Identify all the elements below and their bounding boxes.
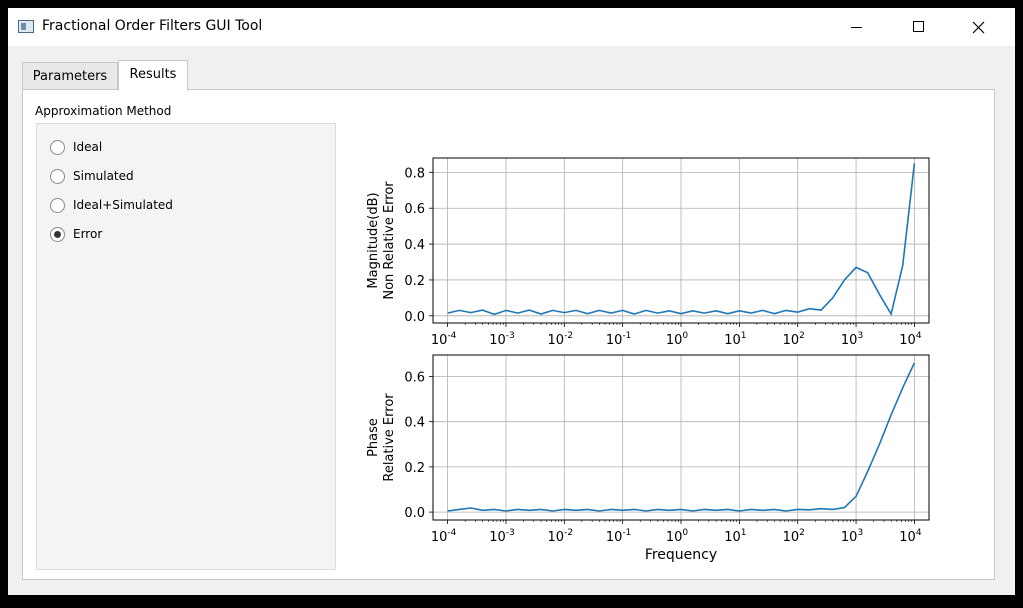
chart2-x-tick-label: 10-3 (489, 528, 515, 545)
approximation-method-title: Approximation Method (35, 104, 172, 118)
radio-label: Simulated (73, 169, 134, 183)
radio-button[interactable] (50, 198, 65, 213)
chart2-axes-frame (432, 354, 930, 521)
chart1-y-axis-label: Non Relative Error (382, 181, 397, 300)
radio-label: Ideal (73, 140, 103, 154)
chart2-y-axis-label: Relative Error (382, 393, 397, 482)
chart2-x-tick-label: 101 (724, 528, 746, 545)
approximation-method-group: Ideal Simulated Ideal+Simulated Error (36, 123, 336, 570)
chart2-y-tick-label: 0.2 (404, 461, 425, 476)
error-plots: 10-4 10-3 10-2 10-1 100 101 102 103 104 0.0 0.2 0.4… (366, 157, 930, 563)
chart1-y-tick-label: 0.4 (404, 238, 425, 253)
chart1-x-tick-label: 10-4 (431, 331, 457, 348)
chart2-y-axis-label: Phase (366, 418, 381, 457)
radio-button[interactable] (50, 140, 65, 155)
chart2-x-tick-label: 104 (899, 528, 922, 545)
chart1-axes-frame (432, 157, 930, 324)
chart2-x-tick-label: 10-1 (606, 528, 632, 545)
chart1-x-tick-label: 101 (724, 331, 746, 348)
tab-parameters[interactable]: Parameters (22, 62, 118, 90)
chart2-series-line (447, 362, 916, 512)
tab-results[interactable]: Results (118, 60, 188, 91)
chart1-y-tick-label: 0.8 (404, 166, 425, 181)
chart2-x-tick-label: 10-4 (431, 528, 457, 545)
chart2-y-tick-label: 0.0 (404, 506, 425, 521)
chart1-y-tick-label: 0.2 (404, 274, 425, 289)
chart2-x-tick-label: 103 (841, 528, 863, 545)
app-icon (18, 20, 34, 33)
radio-button-selected[interactable] (50, 227, 65, 242)
chart1-x-tick-label: 100 (666, 331, 689, 348)
chart1-x-tick-label: 10-3 (489, 331, 515, 348)
minimize-icon[interactable] (833, 8, 879, 46)
radio-label: Ideal+Simulated (73, 198, 173, 212)
chart2-y-tick-label: 0.4 (404, 416, 425, 431)
close-icon[interactable] (955, 8, 1001, 46)
chart1-y-axis-label: Magnitude(dB) (366, 192, 381, 288)
chart1-series-line (447, 163, 916, 317)
radio-label: Error (73, 227, 103, 241)
chart1-x-tick-label: 10-1 (606, 331, 632, 348)
chart2-x-tick-label: 100 (666, 528, 689, 545)
chart1-y-tick-label: 0.6 (404, 202, 425, 217)
chart2-y-tick-label: 0.6 (404, 370, 425, 385)
maximize-icon[interactable] (896, 8, 942, 46)
chart1-y-tick-label: 0.0 (404, 310, 425, 325)
chart2-x-axis-label: Frequency (645, 547, 717, 563)
chart2-x-tick-label: 10-2 (548, 528, 574, 545)
app-window: Fractional Order Filters GUI Tool Parame… (8, 8, 1015, 595)
chart2-x-tick-label: 102 (783, 528, 805, 545)
chart1-x-tick-label: 104 (899, 331, 922, 348)
radio-button[interactable] (50, 169, 65, 184)
chart1-x-tick-label: 102 (783, 331, 805, 348)
results-panel: Approximation Method Ideal Simulated Ide… (22, 89, 995, 580)
title-bar[interactable]: Fractional Order Filters GUI Tool (8, 8, 1015, 46)
chart1-x-tick-label: 103 (841, 331, 863, 348)
window-title: Fractional Order Filters GUI Tool (42, 18, 263, 34)
chart1-x-tick-label: 10-2 (548, 331, 574, 348)
